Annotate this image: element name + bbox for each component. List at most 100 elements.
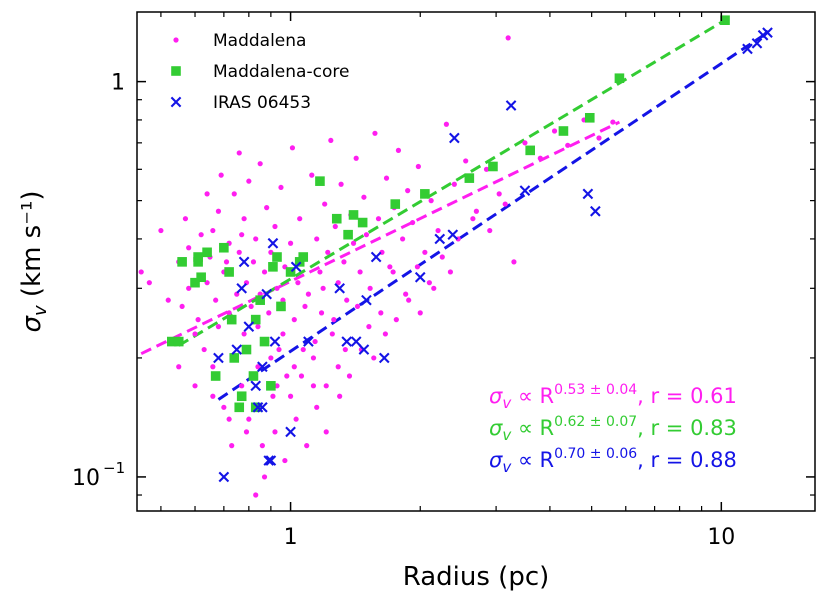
maddalena-point: [179, 303, 185, 310]
maddalena-point: [332, 223, 338, 230]
maddalena-point: [192, 383, 198, 389]
maddalena-point: [393, 317, 399, 323]
maddalena-point: [241, 331, 247, 337]
maddalena-point: [383, 175, 390, 181]
maddalena-point: [395, 147, 402, 153]
iras-06453-point: [582, 188, 594, 200]
maddalena-point: [415, 163, 421, 170]
maddalena-core-point: [177, 257, 187, 267]
maddalena-point: [304, 443, 310, 449]
maddalena-point: [439, 254, 445, 260]
maddalena-point: [447, 269, 454, 275]
maddalena-core-point: [226, 314, 237, 325]
iras-06453-point: [265, 455, 277, 466]
maddalena-core-point: [250, 402, 261, 413]
maddalena-point: [338, 181, 344, 187]
maddalena-point: [291, 364, 297, 370]
maddalena-core-point: [167, 336, 177, 347]
maddalena-point: [331, 317, 337, 323]
maddalena-core-point: [255, 295, 265, 305]
maddalena-point: [310, 383, 317, 389]
maddalena-point: [317, 269, 323, 275]
iras-06453-point: [361, 294, 372, 306]
maddalena-point: [511, 259, 517, 265]
maddalena-point: [223, 259, 230, 265]
maddalena-core-point: [420, 189, 430, 199]
iras-06453-point: [290, 261, 302, 273]
maddalena-point: [353, 155, 359, 161]
maddalena-point: [210, 364, 216, 370]
maddalena-point: [335, 280, 341, 286]
maddalena-core-point: [558, 126, 569, 136]
maddalena-core-point: [272, 252, 282, 262]
maddalena-point: [239, 232, 245, 238]
maddalena-point: [246, 416, 252, 422]
maddalena-point: [192, 331, 198, 337]
maddalena-point: [210, 393, 216, 399]
maddalena-point: [146, 280, 152, 286]
maddalena-point: [382, 331, 388, 337]
x-axis-label: Radius (pc): [403, 562, 550, 592]
iras-06453-point: [285, 426, 296, 438]
iras-06453-point: [238, 256, 250, 268]
maddalena-core-point: [525, 145, 536, 156]
maddalena-point: [272, 223, 278, 230]
maddalena-core-point: [390, 199, 401, 209]
plot-frame: [136, 11, 816, 512]
maddalena-point: [182, 216, 189, 222]
iras-06453-point: [243, 321, 255, 332]
maddalena-point: [473, 208, 479, 214]
maddalena-point: [329, 331, 335, 337]
maddalena-point: [274, 383, 280, 389]
maddalena-point: [318, 310, 325, 316]
maddalena-point: [357, 269, 363, 275]
maddalena-point: [610, 119, 616, 125]
maddalena-core-point: [224, 267, 234, 277]
maddalena-point: [289, 145, 296, 151]
maddalena-point: [268, 249, 274, 255]
iras-06453-point: [334, 282, 346, 294]
maddalena-core-point: [285, 267, 296, 277]
maddalena-point: [537, 155, 543, 161]
maddalena-point: [305, 291, 312, 297]
maddalena-point: [229, 443, 235, 449]
maddalena-core-point: [219, 242, 229, 253]
maddalena-core-point: [250, 314, 261, 325]
maddalena-point: [390, 269, 396, 275]
iras-06453-point: [257, 361, 268, 373]
maddalena-point: [138, 269, 144, 275]
legend-label: IRAS 06453: [213, 93, 311, 113]
maddalena-point: [255, 324, 261, 330]
maddalena-point: [261, 474, 268, 480]
maddalena-point: [323, 429, 329, 435]
maddalena-point: [443, 121, 449, 127]
maddalena-core-point: [234, 402, 245, 413]
maddalena-point: [231, 191, 237, 197]
maddalena-core-point: [488, 161, 498, 172]
maddalena-core-point: [202, 247, 212, 258]
maddalena-point: [266, 310, 272, 316]
maddalena-core-point: [464, 173, 475, 183]
iras-06453-point: [267, 237, 279, 249]
maddalena-point: [280, 331, 286, 337]
x-tick-label: 1: [284, 525, 298, 550]
maddalena-point: [270, 393, 276, 399]
maddalena-point: [314, 236, 320, 242]
maddalena-point: [215, 208, 222, 214]
maddalena-point: [505, 35, 511, 41]
iras-06453-point: [447, 229, 459, 241]
maddalena-point: [342, 346, 348, 353]
maddalena-point: [312, 338, 318, 345]
maddalena-point: [300, 346, 306, 353]
maddalena-point: [522, 140, 528, 146]
iras-06453-point: [213, 352, 224, 364]
y-tick-label: 1: [111, 71, 125, 96]
maddalena-point: [293, 416, 299, 422]
iras-06453-point: [250, 380, 262, 392]
iras-06453-point: [505, 100, 517, 111]
maddalena-point: [186, 245, 192, 251]
maddalena-core-point: [331, 213, 342, 224]
